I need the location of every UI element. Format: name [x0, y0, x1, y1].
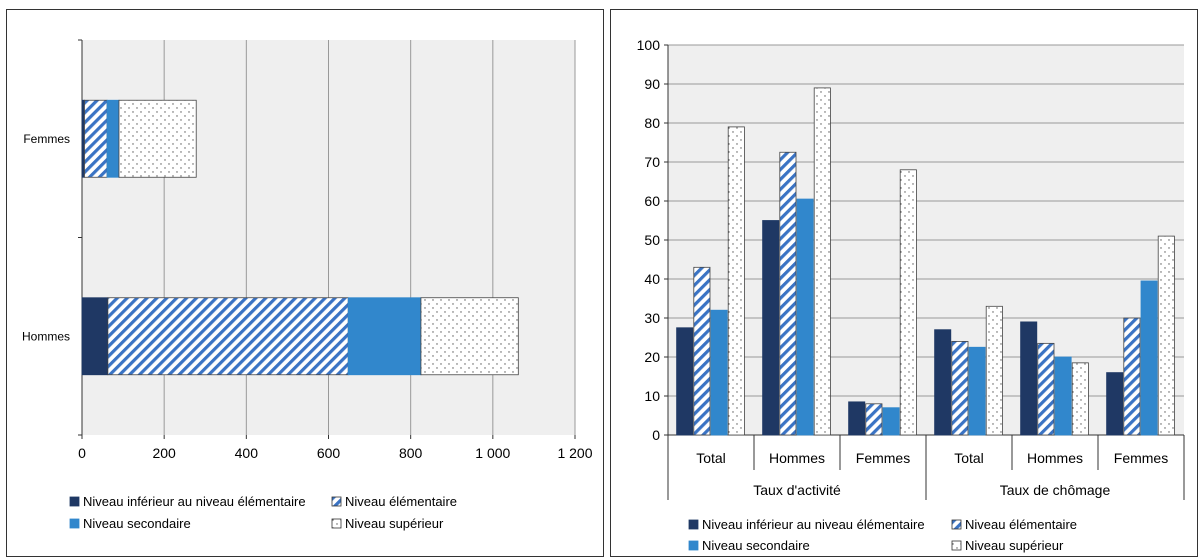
legend-swatch-niveau-inferieur-au-niveau-elementaire: [69, 496, 80, 507]
legend-label-niveau-secondaire: Niveau secondaire: [83, 516, 191, 531]
legend-swatch-niveau-superieur: [951, 540, 962, 551]
legend-label-niveau-inferieur-au-niveau-elementaire: Niveau inférieur au niveau élémentaire: [702, 517, 925, 532]
bar-hommes-niveau-superieur: [813, 87, 831, 436]
bar-femmes-niveau-inferieur-au-niveau-elementaire: [848, 401, 866, 436]
bar-hommes-niveau-inferieur-au-niveau-elementaire: [1020, 321, 1038, 436]
legend-swatch-niveau-inferieur-au-niveau-elementaire: [688, 519, 699, 530]
x-tick-label: 600: [317, 445, 341, 461]
bar-hommes-niveau-secondaire: [347, 297, 422, 376]
bar-hommes-niveau-secondaire: [1054, 356, 1072, 436]
y-tick-label: 70: [644, 154, 660, 170]
bar-total-niveau-superieur: [727, 126, 745, 436]
left-chart-panel: 0 200 400 600 800 1 000 1 200 Femmes Hommes Nivea…: [6, 9, 604, 557]
bar-total-niveau-superieur: [985, 305, 1003, 436]
x-tick-label: 800: [399, 445, 423, 461]
bar-total-niveau-secondaire: [968, 346, 986, 436]
bar-hommes-niveau-superieur: [420, 297, 519, 376]
category-label-hommes: Hommes: [22, 329, 70, 343]
y-tick-label: 50: [644, 232, 660, 248]
category-label-hommes: Hommes: [769, 450, 825, 466]
legend-swatch-niveau-elementaire: [951, 519, 962, 530]
group-label-taux-d-activite: Taux d'activité: [753, 482, 841, 498]
y-tick-label: 80: [644, 115, 660, 131]
x-tick-label: 0: [78, 445, 86, 461]
y-tick-label: 90: [644, 76, 660, 92]
y-tick-label: 100: [637, 37, 661, 53]
bar-hommes-niveau-elementaire: [1037, 342, 1055, 436]
x-tick-label: 1 200: [557, 445, 592, 461]
legend-label-niveau-inferieur-au-niveau-elementaire: Niveau inférieur au niveau élémentaire: [83, 494, 306, 509]
y-tick-label: 40: [644, 271, 660, 287]
category-label-total: Total: [696, 450, 726, 466]
legend-label-niveau-elementaire: Niveau élémentaire: [965, 517, 1077, 532]
bar-hommes-niveau-inferieur-au-niveau-elementaire: [81, 297, 109, 376]
legend-label-niveau-secondaire: Niveau secondaire: [702, 538, 810, 553]
legend-item-niveau-inferieur-au-niveau-elementaire: Niveau inférieur au niveau élémentaire: [688, 517, 925, 532]
x-tick-label: 1 000: [475, 445, 510, 461]
right-chart-panel: 0 10 20 30 40 50 60 70 80 90 100 Total Hommes Femmes T…: [610, 9, 1198, 557]
bar-hommes-niveau-superieur: [1071, 362, 1089, 436]
y-tick-label: 60: [644, 193, 660, 209]
legend-swatch-niveau-secondaire: [69, 518, 80, 529]
legend-swatch-niveau-elementaire: [331, 496, 342, 507]
y-tick-label: 30: [644, 310, 660, 326]
bar-femmes-niveau-superieur: [118, 99, 197, 178]
bar-femmes-niveau-secondaire: [882, 407, 900, 436]
horizontal-stacked-bar-chart: 0 200 400 600 800 1 000 1 200 Femmes Hommes Nivea…: [22, 39, 593, 531]
legend-swatch-niveau-superieur: [331, 518, 342, 529]
bar-femmes-niveau-elementaire: [84, 99, 108, 178]
bar-femmes-niveau-inferieur-au-niveau-elementaire: [1106, 372, 1124, 436]
legend-item-niveau-secondaire: Niveau secondaire: [688, 538, 810, 553]
y-tick-label: 0: [652, 427, 660, 443]
bar-total-niveau-secondaire: [710, 309, 728, 436]
legend-item-niveau-superieur: Niveau supérieur: [951, 538, 1064, 553]
bar-femmes-niveau-elementaire: [865, 403, 883, 436]
category-label-total: Total: [954, 450, 984, 466]
legend-item-niveau-elementaire: Niveau élémentaire: [951, 517, 1077, 532]
x-tick-label: 200: [152, 445, 176, 461]
x-tick-label: 400: [235, 445, 259, 461]
bar-total-niveau-elementaire: [951, 340, 969, 436]
bar-femmes-niveau-superieur: [1157, 235, 1175, 436]
legend-swatch-niveau-secondaire: [688, 540, 699, 551]
bar-femmes-niveau-secondaire: [106, 99, 120, 178]
bar-hommes-niveau-inferieur-au-niveau-elementaire: [762, 220, 780, 436]
bar-total-niveau-inferieur-au-niveau-elementaire: [676, 327, 694, 436]
bar-femmes-niveau-elementaire: [1123, 317, 1141, 436]
legend-label-niveau-superieur: Niveau supérieur: [345, 516, 444, 531]
category-label-femmes: Femmes: [856, 450, 910, 466]
category-label-hommes: Hommes: [1027, 450, 1083, 466]
bar-total-niveau-inferieur-au-niveau-elementaire: [934, 329, 952, 436]
category-label-femmes: Femmes: [1114, 450, 1168, 466]
y-tick-label: 10: [644, 388, 660, 404]
group-label-taux-de-chomage: Taux de chômage: [1000, 482, 1111, 498]
bar-hommes-niveau-elementaire: [107, 297, 349, 376]
bar-hommes-niveau-secondaire: [796, 198, 814, 436]
bar-total-niveau-elementaire: [693, 266, 711, 436]
legend-item-niveau-inferieur-au-niveau-elementaire: Niveau inférieur au niveau élémentaire: [69, 494, 306, 509]
category-label-femmes: Femmes: [23, 132, 70, 146]
legend-item-niveau-elementaire: Niveau élémentaire: [331, 494, 457, 509]
bar-femmes-niveau-secondaire: [1140, 280, 1158, 436]
legend-item-niveau-secondaire: Niveau secondaire: [69, 516, 191, 531]
bar-femmes-niveau-superieur: [899, 169, 917, 436]
legend-label-niveau-elementaire: Niveau élémentaire: [345, 494, 457, 509]
legend-item-niveau-superieur: Niveau supérieur: [331, 516, 444, 531]
bar-hommes-niveau-elementaire: [779, 151, 797, 436]
legend-label-niveau-superieur: Niveau supérieur: [965, 538, 1064, 553]
y-tick-label: 20: [644, 349, 660, 365]
